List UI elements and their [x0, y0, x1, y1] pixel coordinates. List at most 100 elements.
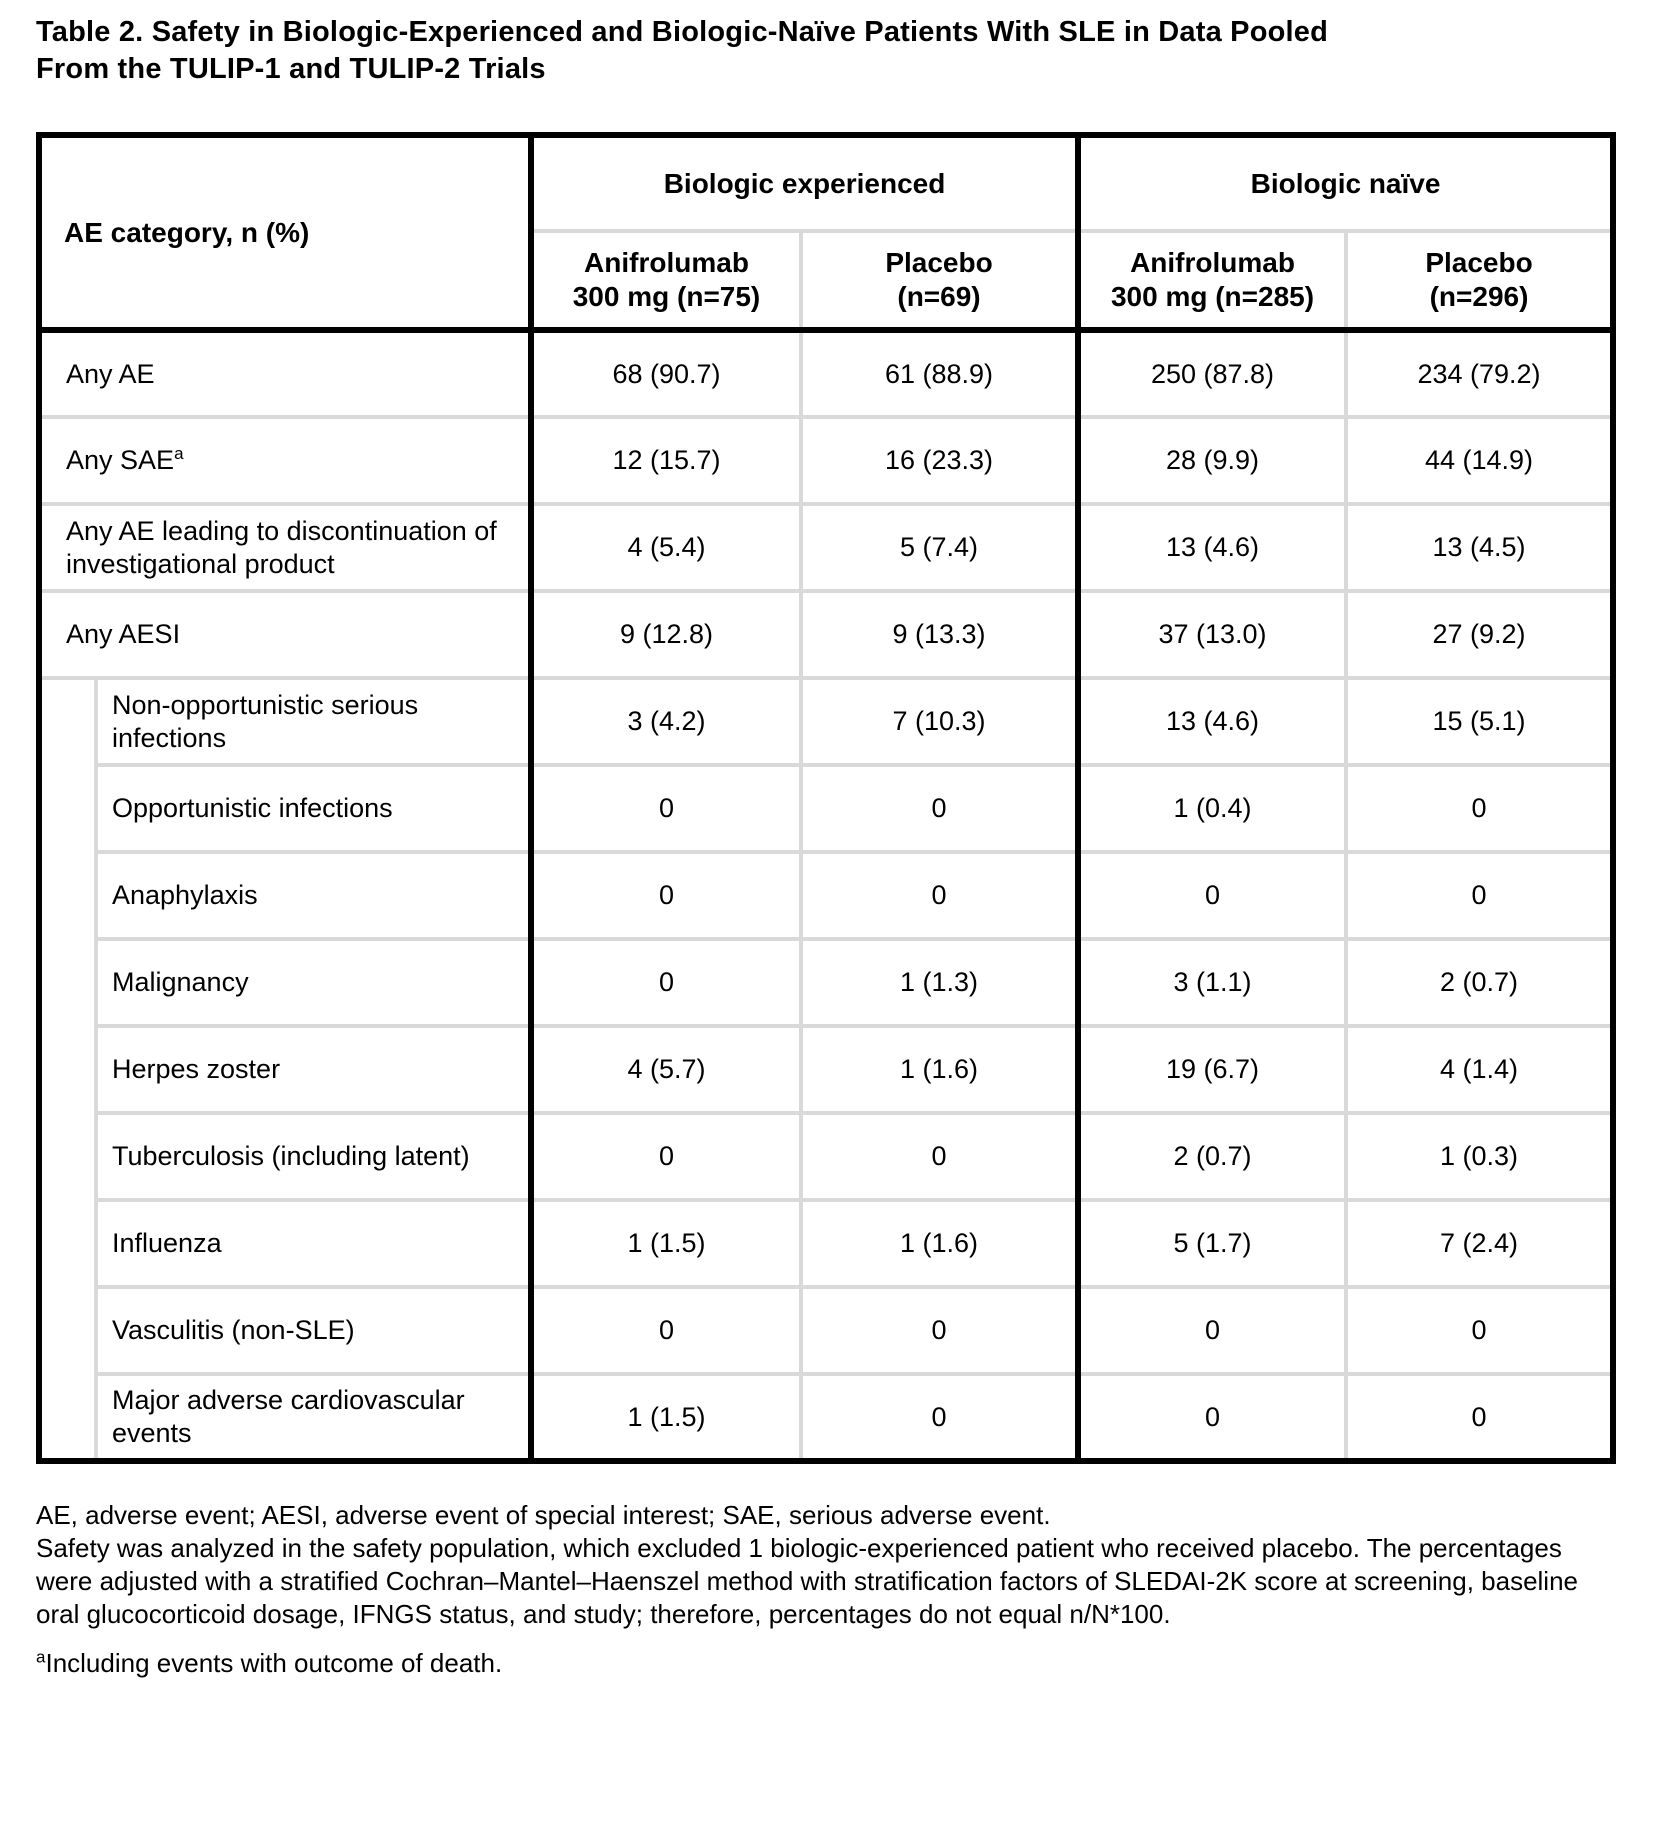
value-cell: 0 [798, 1285, 1081, 1376]
col-header-drug-name: Placebo [1425, 247, 1533, 278]
table-row: Opportunistic infections 0 0 1 (0.4) 0 [39, 763, 1616, 854]
value-cell: 0 [528, 850, 803, 941]
footnote-a: aIncluding events with outcome of death. [36, 1647, 1622, 1680]
row-label-text: Opportunistic infections [112, 793, 393, 823]
table-header: AE category, n (%) Biologic experienced … [37, 133, 1616, 333]
row-label-text: Herpes zoster [112, 1054, 281, 1084]
value-cell: 1 (1.6) [798, 1198, 1081, 1289]
group-header-biologic-naive: Biologic naïve [1075, 133, 1616, 233]
table-title-line-2: From the TULIP-1 and TULIP-2 Trials [36, 53, 546, 85]
table-footnotes: AE, adverse event; AESI, adverse event o… [36, 1499, 1622, 1680]
corner-header-ae-category: AE category, n (%) [37, 133, 534, 333]
value-cell: 4 (5.7) [528, 1024, 803, 1115]
value-cell: 16 (23.3) [798, 415, 1081, 506]
row-label-superscript: a [174, 444, 184, 463]
table-row: Non-opportunistic serious infections 3 (4… [37, 676, 1616, 1463]
value-cell: 61 (88.9) [798, 328, 1081, 419]
row-label-text: Non-opportunistic serious infections [112, 689, 419, 753]
footnote-abbreviations: AE, adverse event; AESI, adverse event o… [36, 1500, 1051, 1530]
row-label: Any SAEa [37, 415, 533, 506]
value-cell: 4 (5.4) [528, 502, 803, 593]
row-label: Herpes zoster [94, 1024, 533, 1115]
value-cell: 1 (1.6) [798, 1024, 1081, 1115]
value-cell: 3 (1.1) [1075, 937, 1349, 1028]
value-cell: 1 (0.3) [1344, 1111, 1616, 1202]
value-cell: 1 (1.5) [528, 1372, 803, 1463]
table-row: Tuberculosis (including latent) 0 0 2 (0.7)… [39, 1111, 1616, 1202]
value-cell: 7 (2.4) [1344, 1198, 1616, 1289]
value-cell: 15 (5.1) [1344, 676, 1616, 767]
value-cell: 0 [528, 763, 803, 854]
value-cell: 0 [798, 1372, 1081, 1463]
row-label-text: Anaphylaxis [112, 880, 258, 910]
table-row: Vasculitis (non-SLE) 0 0 0 0 [39, 1285, 1616, 1376]
value-cell: 68 (90.7) [528, 328, 803, 419]
row-label-text: Malignancy [112, 967, 249, 997]
footnote-a-marker: a [36, 1647, 46, 1667]
column-header-row: Anifrolumab 300 mg (n=75) Placebo (n=69)… [39, 229, 1616, 333]
col-header-placebo-naive: Placebo (n=296) [1344, 229, 1616, 333]
value-cell: 0 [1344, 763, 1616, 854]
value-cell: 3 (4.2) [528, 676, 803, 767]
value-cell: 1 (1.3) [798, 937, 1081, 1028]
row-label: Any AESI [37, 589, 533, 680]
value-cell: 0 [1075, 1372, 1349, 1463]
table-row: Malignancy 0 1 (1.3) 3 (1.1) 2 (0.7) [39, 937, 1616, 1028]
row-label-text: Any AE leading to discontinuation of inv… [66, 515, 497, 579]
col-header-anifrolumab-naive: Anifrolumab 300 mg (n=285) [1075, 229, 1349, 333]
value-cell: 0 [1075, 1285, 1349, 1376]
row-label-text: Any SAE [66, 445, 175, 475]
row-label: Any AE leading to discontinuation of inv… [37, 502, 533, 593]
row-label: Major adverse cardiovascular events [94, 1372, 533, 1463]
value-cell: 234 (79.2) [1344, 328, 1616, 419]
value-cell: 0 [798, 850, 1081, 941]
col-header-drug-name: Anifrolumab [584, 247, 749, 278]
row-label-text: Major adverse cardiovascular events [112, 1385, 465, 1448]
row-label-text: Any AESI [66, 619, 181, 649]
value-cell: 19 (6.7) [1075, 1024, 1349, 1115]
value-cell: 0 [528, 1285, 803, 1376]
value-cell: 9 (13.3) [798, 589, 1081, 680]
value-cell: 0 [798, 763, 1081, 854]
row-label: Tuberculosis (including latent) [94, 1111, 533, 1202]
row-label: Any AE [37, 328, 533, 419]
col-header-dose-n: 300 mg (n=75) [572, 281, 761, 312]
value-cell: 4 (1.4) [1344, 1024, 1616, 1115]
table-title: Table 2. Safety in Biologic-Experienced … [36, 14, 1618, 88]
value-cell: 12 (15.7) [528, 415, 803, 506]
table-row: Major adverse cardiovascular events 1 (1.… [39, 1372, 1616, 1463]
col-header-dose-n: 300 mg (n=285) [1110, 281, 1315, 312]
value-cell: 27 (9.2) [1344, 589, 1616, 680]
value-cell: 13 (4.6) [1075, 502, 1349, 593]
value-cell: 0 [798, 1111, 1081, 1202]
table-title-line-1: Table 2. Safety in Biologic-Experienced … [36, 16, 1329, 48]
value-cell: 5 (7.4) [798, 502, 1081, 593]
group-header-row: AE category, n (%) Biologic experienced … [37, 133, 1616, 333]
value-cell: 13 (4.6) [1075, 676, 1349, 767]
col-header-drug-name: Placebo [885, 247, 993, 278]
value-cell: 0 [1344, 1285, 1616, 1376]
col-header-drug-name: Anifrolumab [1130, 247, 1295, 278]
table-row: Any AE 68 (90.7) 61 (88.9) 250 (87.8) 234 (7… [37, 328, 1616, 419]
value-cell: 0 [528, 937, 803, 1028]
row-label-text: Vasculitis (non-SLE) [112, 1315, 355, 1345]
col-header-dose-n: (n=296) [1429, 281, 1529, 312]
col-header-anifrolumab-experienced: Anifrolumab 300 mg (n=75) [528, 229, 803, 333]
safety-table: AE category, n (%) Biologic experienced … [36, 132, 1617, 1464]
value-cell: 44 (14.9) [1344, 415, 1616, 506]
footnote-methods: Safety was analyzed in the safety popula… [36, 1533, 1578, 1629]
value-cell: 2 (0.7) [1075, 1111, 1349, 1202]
row-label-text: Influenza [112, 1228, 222, 1258]
value-cell: 2 (0.7) [1344, 937, 1616, 1028]
value-cell: 0 [1344, 850, 1616, 941]
row-label: Anaphylaxis [94, 850, 533, 941]
value-cell: 28 (9.9) [1075, 415, 1349, 506]
value-cell: 250 (87.8) [1075, 328, 1349, 419]
indent-spacer-cell [37, 676, 98, 1463]
value-cell: 1 (0.4) [1075, 763, 1349, 854]
table-row: Any SAEa 12 (15.7) 16 (23.3) 28 (9.9) 44 (14… [37, 415, 1616, 506]
row-label-text: Any AE [66, 358, 155, 389]
col-header-dose-n: (n=69) [897, 281, 981, 312]
value-cell: 13 (4.5) [1344, 502, 1616, 593]
row-label: Non-opportunistic serious infections [94, 676, 533, 767]
